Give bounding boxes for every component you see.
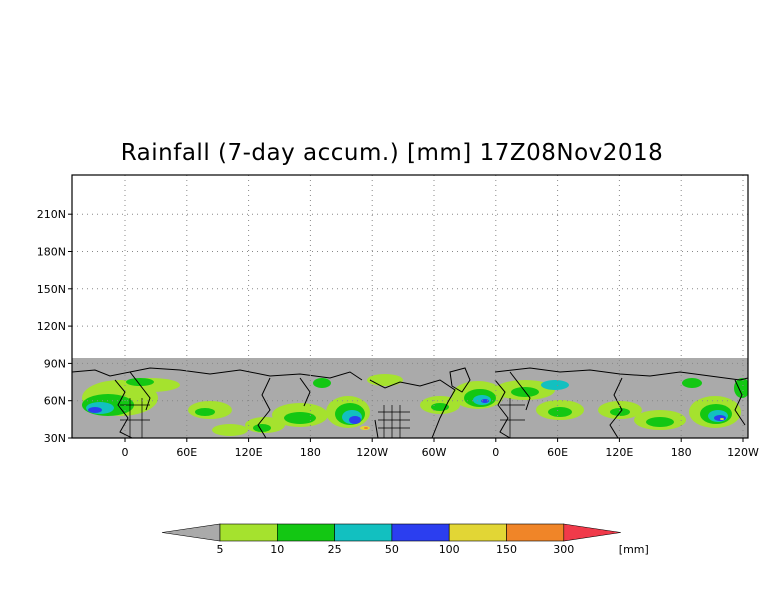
colorbar-label: 25: [328, 543, 342, 556]
colorbar-label: 300: [553, 543, 574, 556]
y-tick-label: 120N: [37, 320, 66, 333]
colorbar-unit: [mm]: [619, 543, 649, 556]
colorbar-segment: [506, 523, 565, 542]
colorbar-segment: [391, 523, 450, 542]
y-tick-label: 30N: [44, 432, 66, 445]
colorbar-label: 100: [439, 543, 460, 556]
colorbar-label: 50: [385, 543, 399, 556]
coastlines: [72, 367, 748, 438]
x-tick-label: 60W: [422, 446, 447, 459]
colorbar-segment: [334, 523, 393, 542]
y-tick-label: 180N: [37, 246, 66, 259]
colorbar-segment: [219, 523, 278, 542]
x-tick-label: 120W: [356, 446, 388, 459]
x-tick-label: 0: [122, 446, 129, 459]
x-tick-label: 120E: [235, 446, 263, 459]
x-tick-label: 180: [300, 446, 321, 459]
y-tick-label: 150N: [37, 283, 66, 296]
no-data-band: [72, 358, 748, 438]
x-tick-label: 180: [671, 446, 692, 459]
x-tick-label: 0: [492, 446, 499, 459]
x-tick-label: 120E: [605, 446, 633, 459]
x-tick-label: 60E: [176, 446, 197, 459]
y-tick-label: 60N: [44, 395, 66, 408]
colorbar-low-extend: [161, 523, 221, 542]
colorbar-segment: [276, 523, 335, 542]
colorbar-segment: [448, 523, 507, 542]
colorbar-label: 5: [217, 543, 224, 556]
map-title: Rainfall (7-day accum.) [mm] 17Z08Nov201…: [120, 140, 664, 166]
colorbar: 5 10 25 50 100 150 300 [mm]: [161, 523, 649, 556]
x-tick-label: 120W: [727, 446, 759, 459]
map-frame: [71, 174, 749, 439]
y-tick-label: 90N: [44, 357, 66, 370]
colorbar-high-extend: [563, 523, 621, 542]
axes: 210N 180N 150N 120N 90N 60N 30N 0 60E 120E 180 120W…: [37, 208, 759, 459]
y-tick-label: 210N: [37, 208, 66, 221]
political-borders: [120, 398, 525, 438]
colorbar-label: 10: [270, 543, 284, 556]
x-tick-label: 60E: [547, 446, 568, 459]
colorbar-label: 150: [496, 543, 517, 556]
